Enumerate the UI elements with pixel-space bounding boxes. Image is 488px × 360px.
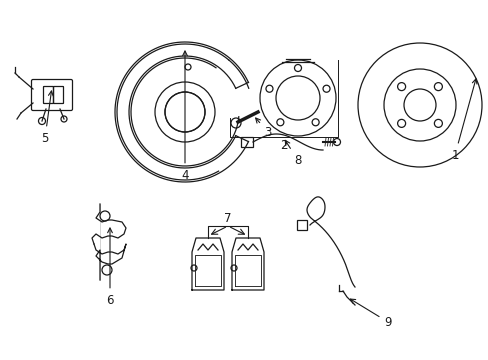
Text: 9: 9 [350, 299, 391, 328]
Text: 5: 5 [41, 91, 53, 144]
Text: 4: 4 [181, 51, 188, 181]
Text: 7: 7 [224, 212, 231, 225]
Text: 2: 2 [280, 139, 287, 152]
Text: 8: 8 [285, 140, 301, 166]
Text: 1: 1 [450, 79, 476, 162]
Text: 3: 3 [255, 118, 271, 139]
Text: 6: 6 [106, 228, 114, 306]
